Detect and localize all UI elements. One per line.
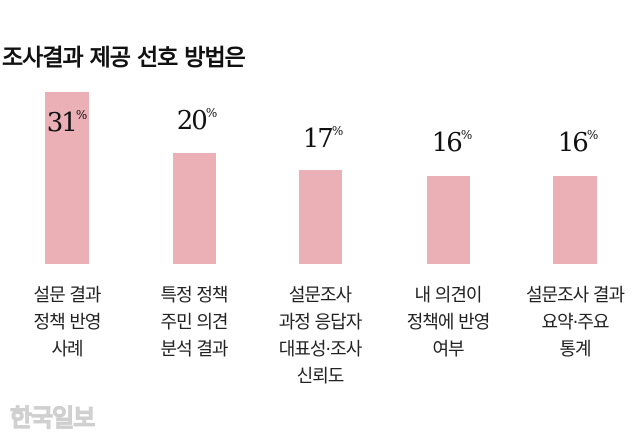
bar-4: [427, 176, 470, 264]
value-label-2: 20%: [176, 106, 218, 136]
category-label-2: 특정 정책 주민 의견 분석 결과: [160, 285, 229, 360]
bar-3: [299, 170, 342, 264]
category-label-4: 내 의견이 정책에 반영 여부: [406, 285, 491, 360]
category-label-1: 설문 결과 정책 반영 사례: [33, 285, 102, 360]
value-label-4: 16%: [431, 128, 473, 158]
chart-title: 조사결과 제공 선호 방법은: [2, 45, 246, 71]
value-label-1: 31%: [46, 108, 88, 138]
bar-1: [45, 92, 89, 264]
bar-2: [173, 153, 216, 264]
value-label-5: 16%: [557, 128, 599, 158]
category-label-5: 설문조사 결과 요약·주요 통계: [525, 285, 625, 360]
value-label-3: 17%: [302, 124, 344, 154]
hankookilbo-watermark-logo: 한국일보: [9, 404, 95, 433]
category-label-3: 설문조사 과정 응답자 대표성·조사 신뢰도: [278, 285, 363, 387]
bar-5: [553, 176, 597, 264]
